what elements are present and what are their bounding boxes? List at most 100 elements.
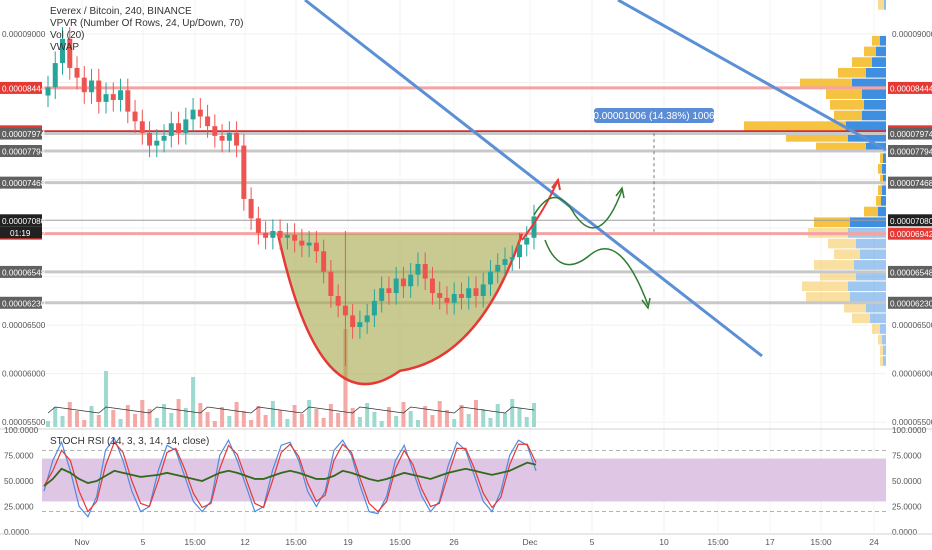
volume-bar <box>292 405 297 427</box>
vp-bar-down <box>848 281 886 292</box>
price-label-bg-right <box>888 265 932 278</box>
candle-body <box>458 294 464 298</box>
volume-bar <box>437 401 442 427</box>
volume-bar <box>111 410 116 427</box>
volume-bar <box>249 420 254 427</box>
price-label-right: 0.00007080 <box>890 217 932 226</box>
volume-bar <box>278 410 283 427</box>
x-tick: 17 <box>765 537 775 547</box>
stoch-y-tick-left: 25.0000 <box>4 503 34 512</box>
volume-bar <box>96 415 101 427</box>
volume-bar <box>60 416 65 427</box>
main-legend: Everex / Bitcoin, 240, BINANCE VPVR (Num… <box>50 6 243 54</box>
volume-bar <box>307 400 312 427</box>
candle-body <box>197 109 203 117</box>
vp-bar-down <box>856 270 886 281</box>
candle-body <box>277 230 283 238</box>
volume-bar <box>118 419 123 427</box>
vp-bar-down <box>852 78 886 89</box>
price-label: 0.00006230 <box>2 299 46 308</box>
volume-bar <box>299 414 304 427</box>
vol-legend[interactable]: Vol (20) <box>50 30 85 41</box>
candle-body <box>219 135 225 141</box>
x-tick: 12 <box>240 537 250 547</box>
symbol-title[interactable]: Everex / Bitcoin, 240, BINANCE <box>50 6 192 17</box>
candle-body <box>371 300 377 316</box>
time-axis: Nov 5 15:00 12 15:00 19 15:00 26 Dec 5 10 15:00 17 15… <box>74 537 879 547</box>
x-tick: 15:00 <box>707 537 729 547</box>
x-tick: 5 <box>141 537 146 547</box>
vwap-legend[interactable]: VWAP <box>50 42 80 53</box>
candle-body <box>313 242 319 252</box>
volume-bar <box>386 407 391 427</box>
price-label-right: 0.00006942 <box>890 230 932 239</box>
volume-bar <box>372 412 377 427</box>
volume-bar <box>227 416 232 427</box>
stoch-y-tick-right: 25.0000 <box>892 503 922 512</box>
stoch-band <box>42 458 886 502</box>
measure-text: 0.00001006 (14.38%) 1006 <box>593 111 715 122</box>
volume-bar <box>524 417 529 427</box>
volume-bars <box>46 329 536 427</box>
candle-body <box>495 264 501 272</box>
stoch-y-tick-right: 100.0000 <box>892 426 927 435</box>
vp-bar-up <box>852 57 872 67</box>
volume-bar <box>241 411 246 427</box>
x-tick: 15:00 <box>810 537 832 547</box>
price-label: 0.00007080 <box>2 217 46 226</box>
countdown-label: 01:19 <box>10 229 31 238</box>
candle-body <box>429 278 435 294</box>
candle-body <box>89 80 95 93</box>
volume-bar <box>423 406 428 427</box>
vpvr-legend[interactable]: VPVR (Number Of Rows, 24, Up/Down, 70) <box>50 18 244 29</box>
volume-bar <box>379 421 384 427</box>
volume-bar <box>53 407 58 427</box>
price-label: 0.00007794 <box>2 148 46 157</box>
stoch-legend[interactable]: STOCH RSI (14, 3, 3, 14, 14, close) <box>50 436 210 447</box>
price-axis-right: 0.00009000 0.00006500 0.00006000 0.00005500… <box>888 30 932 427</box>
vp-bar-down <box>854 260 886 270</box>
price-label-bg <box>0 296 42 309</box>
volume-bar <box>365 403 370 427</box>
candle-body <box>386 288 392 294</box>
x-tick: 10 <box>659 537 669 547</box>
vp-bar-up <box>878 164 882 174</box>
stoch-y-tick-right: 0.0000 <box>892 528 917 537</box>
candle-body <box>444 297 450 303</box>
candle-body <box>342 305 348 316</box>
vp-bar-down <box>880 35 886 46</box>
trendline-right <box>617 0 887 152</box>
candle-body <box>466 288 472 298</box>
y-tick-left: 0.00005500 <box>2 418 46 427</box>
candle-body <box>321 251 327 272</box>
countdown-bg <box>0 226 42 239</box>
candle-body <box>299 240 305 246</box>
candle-body <box>487 271 493 285</box>
vp-bar-up <box>834 110 862 121</box>
price-label-right: 0.00007794 <box>890 148 932 157</box>
candle-body <box>190 109 196 120</box>
volume-bar <box>154 418 159 427</box>
candle-body <box>480 284 486 296</box>
trendline-upper <box>304 0 763 358</box>
candle-body <box>81 77 87 93</box>
vp-bar-up <box>880 153 883 164</box>
green-arrow-down <box>544 239 649 306</box>
candle-body <box>74 67 80 78</box>
volume-bar <box>125 405 130 427</box>
x-tick: 15:00 <box>389 537 411 547</box>
vp-bar-down <box>850 292 886 302</box>
vp-bar-up <box>852 313 870 324</box>
candle-body <box>234 132 240 146</box>
volume-bar <box>452 419 457 427</box>
price-label-bg-right <box>888 227 932 240</box>
vp-bar-up <box>864 46 876 57</box>
measure-box-bg <box>594 108 714 123</box>
price-label-bg-right <box>888 81 932 94</box>
vp-bar-up <box>816 142 866 153</box>
x-tick: 15:00 <box>285 537 307 547</box>
x-tick: 26 <box>449 537 459 547</box>
volume-bar <box>401 402 406 427</box>
